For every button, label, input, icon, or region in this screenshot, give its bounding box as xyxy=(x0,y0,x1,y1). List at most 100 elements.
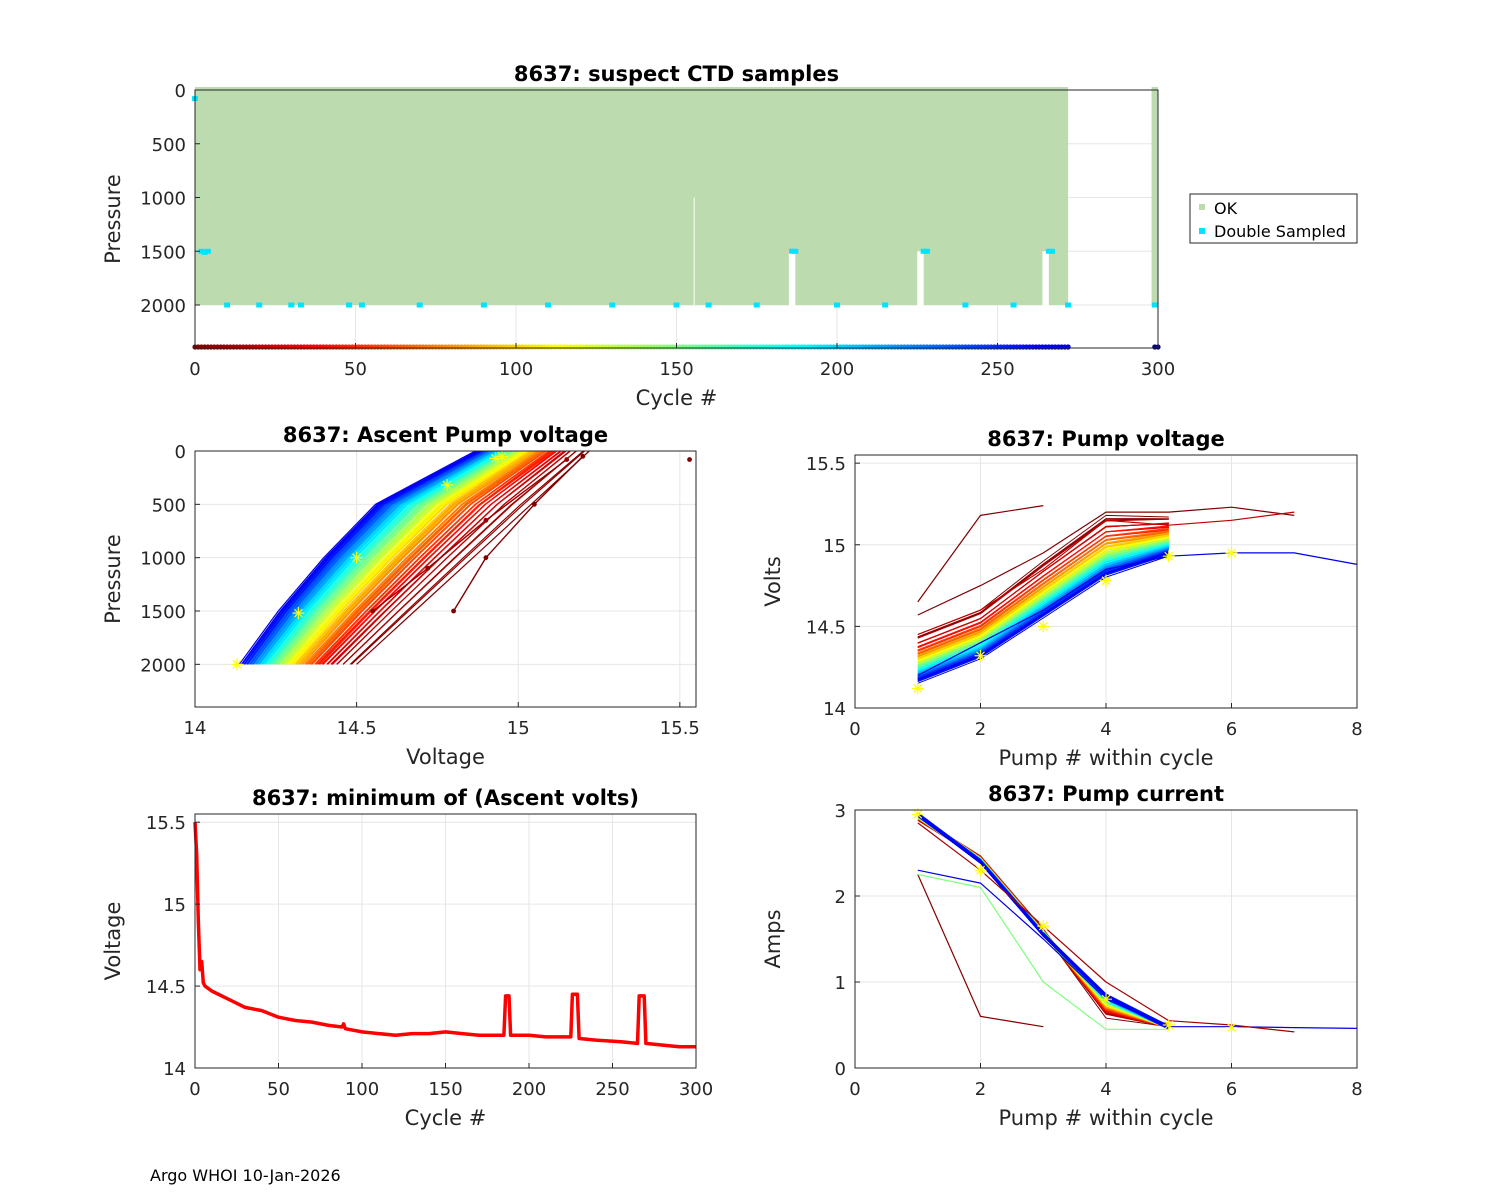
outlier-line xyxy=(917,505,1044,603)
y-tick-label: 0 xyxy=(175,442,186,463)
data-layer xyxy=(911,808,1358,1034)
y-axis-label: Amps xyxy=(761,909,785,968)
chart-title: 8637: Pump voltage xyxy=(987,427,1225,451)
cycle-profile-line xyxy=(310,450,546,665)
y-tick-label: 2000 xyxy=(140,655,186,676)
y-tick-label: 2000 xyxy=(140,296,186,317)
y-tick-label: 0 xyxy=(175,81,186,102)
cycle-profile-line xyxy=(314,450,550,665)
outlier-line xyxy=(917,874,1044,1028)
double-sampled-point xyxy=(416,302,423,308)
cycle-line xyxy=(917,815,1170,1030)
x-tick-label: 300 xyxy=(1141,359,1175,380)
cycle-line xyxy=(917,555,1169,684)
latest-cycle-marker xyxy=(496,450,509,463)
double-sampled-point xyxy=(480,302,487,308)
double-sampled-point xyxy=(346,302,353,308)
cycle-profile-line xyxy=(278,450,515,665)
cycle-profile-line xyxy=(274,450,511,665)
latest-cycle-markers xyxy=(911,546,1238,695)
cycle-line xyxy=(917,545,1169,673)
axes-frame: 0 2 4 6 8 14 14.5 15 15.5 xyxy=(806,454,1363,740)
double-sampled-point xyxy=(792,248,799,254)
cycle-profile-line xyxy=(282,450,519,665)
cycle-line xyxy=(917,552,1169,681)
data-layer xyxy=(193,822,696,1049)
outlier-line xyxy=(917,511,1295,636)
outlier-point xyxy=(451,608,456,614)
double-sampled-point xyxy=(673,302,680,308)
y-tick-label: 1500 xyxy=(140,242,186,263)
minimum-ascent-volts-panel: 0 50 100 150 200 250 300 14 14.5 15 15.5 8637: mini… xyxy=(101,786,713,1130)
latest-cycle-marker xyxy=(911,682,924,695)
cycle-profile-line xyxy=(251,450,489,665)
y-tick-label: 15 xyxy=(163,895,186,916)
y-tick-label: 14 xyxy=(823,699,846,720)
y-tick-label: 14.5 xyxy=(146,977,186,998)
shallow-profile-gap xyxy=(788,251,796,306)
double-sampled-point xyxy=(834,302,840,308)
ascent-pump-voltage-panel: 14 14.5 15 15.5 0 500 1000 1500 2000 8637: Ascent… xyxy=(101,423,700,769)
double-sampled-point xyxy=(1065,302,1072,308)
x-tick-label: 50 xyxy=(267,1079,290,1100)
double-sampled-point xyxy=(288,302,295,308)
y-tick-label: 15 xyxy=(823,536,846,557)
outlier-point xyxy=(687,457,692,462)
latest-cycle-marker xyxy=(974,864,987,877)
latest-cycle-marker xyxy=(1225,1021,1238,1034)
latest-cycle-markers xyxy=(231,450,509,671)
double-sampled-point xyxy=(204,248,211,254)
double-sampled-point xyxy=(224,302,231,308)
cycle-profile-line xyxy=(302,450,538,665)
cycle-profile-line xyxy=(356,450,590,665)
legend-double-sampled-swatch xyxy=(1199,228,1205,234)
x-tick-label: 8 xyxy=(1351,1079,1362,1100)
cycle-profile-line xyxy=(243,450,481,665)
cycle-profile-line xyxy=(300,450,536,665)
double-sampled-point xyxy=(1151,302,1158,308)
double-sampled-point xyxy=(962,302,969,308)
latest-cycle-marker xyxy=(911,808,924,821)
cycle-line xyxy=(917,814,1170,1029)
outlier-line xyxy=(917,552,1358,676)
legend-double-sampled-label: Double Sampled xyxy=(1214,222,1346,241)
cycle-profile-line xyxy=(336,450,571,665)
axes-frame: 0 2 4 6 8 0 1 2 3 xyxy=(835,801,1363,1100)
x-tick-label: 150 xyxy=(428,1079,462,1100)
double-sampled-point xyxy=(198,248,205,254)
cycle-profile-line xyxy=(319,450,555,665)
cycle-profile-line xyxy=(240,450,478,665)
x-axis-label: Pump # within cycle xyxy=(999,746,1214,770)
legend-box xyxy=(1189,193,1358,244)
latest-cycle-marker xyxy=(974,649,987,662)
x-tick-label: 300 xyxy=(679,1079,713,1100)
double-sampled-point xyxy=(1045,248,1052,254)
shallow-profile-gap xyxy=(1042,251,1049,306)
cycle-profile-line xyxy=(275,450,512,665)
outlier-line xyxy=(917,506,1295,616)
y-tick-label: 1 xyxy=(835,973,846,994)
x-tick-label: 4 xyxy=(1100,1079,1111,1100)
cycle-profile-line xyxy=(315,450,551,665)
pump-voltage-panel: 0 2 4 6 8 14 14.5 15 15.5 8637: Pump voltage Pump … xyxy=(761,427,1363,770)
double-sampled-point xyxy=(358,302,365,308)
cycle-profile-line xyxy=(238,450,476,665)
outlier-point xyxy=(483,517,489,523)
y-tick-label: 1500 xyxy=(140,602,186,623)
x-tick-label: 250 xyxy=(980,359,1014,380)
x-tick-label: 200 xyxy=(512,1079,546,1100)
y-tick-label: 15.5 xyxy=(806,454,846,475)
y-axis-label: Voltage xyxy=(101,902,125,981)
x-tick-label: 6 xyxy=(1226,719,1237,740)
cycle-lines xyxy=(917,505,1358,684)
cycle-line xyxy=(917,538,1169,663)
outlier-profile-line xyxy=(453,455,584,612)
x-axis-label: Pump # within cycle xyxy=(999,1106,1214,1130)
double-sampled-point xyxy=(201,249,208,255)
axes-frame: 14 14.5 15 15.5 0 500 1000 1500 2000 xyxy=(140,442,700,739)
double-sampled-point xyxy=(705,302,712,308)
cycle-profile-line xyxy=(342,450,577,665)
x-tick-label: 0 xyxy=(849,719,860,740)
chart-title: 8637: Ascent Pump voltage xyxy=(283,423,608,447)
cycle-line xyxy=(917,522,1169,644)
